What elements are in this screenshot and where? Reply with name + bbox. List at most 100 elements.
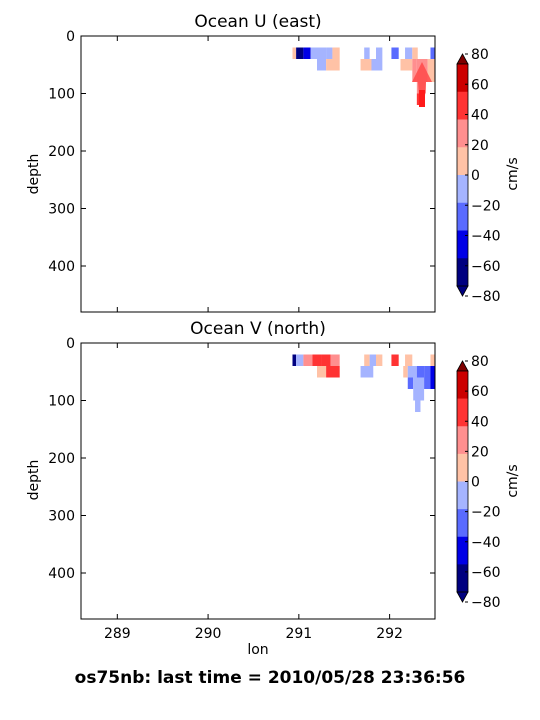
y-tick-label: 0 xyxy=(66,29,75,45)
x-tick-label: 292 xyxy=(376,626,403,642)
colorbar-tick-label: 0 xyxy=(471,475,480,491)
colorbar-swatch xyxy=(457,453,468,482)
colorbar-tick-label: 40 xyxy=(471,108,489,124)
heatmap-cell xyxy=(407,377,414,389)
heatmap-cell xyxy=(412,59,417,71)
heatmap-cell xyxy=(424,377,431,389)
colorbar-tick-label: 80 xyxy=(471,47,489,63)
y-axis-label: depth xyxy=(26,154,42,195)
heatmap-cells xyxy=(292,354,435,412)
y-tick-label: 100 xyxy=(48,87,75,103)
heatmap-cell xyxy=(317,59,327,71)
heatmap-cell xyxy=(391,47,399,59)
footer-timestamp: os75nb: last time = 2010/05/28 23:36:56 xyxy=(75,668,466,688)
heatmap-cell xyxy=(413,377,425,389)
colorbar-swatch xyxy=(457,91,468,120)
panel-ocean-u: Ocean U (east) depth 0 100 200 300 400 xyxy=(26,12,436,313)
y-tick-label: 400 xyxy=(48,566,75,582)
colorbar-swatches xyxy=(456,360,469,603)
panel-ocean-v: Ocean V (north) depth lon 0100200300400 … xyxy=(26,319,436,658)
colorbar-label: cm/s xyxy=(505,157,521,190)
y-tick-label: 300 xyxy=(48,202,75,218)
heatmap-cells xyxy=(292,47,435,105)
heatmap-cell xyxy=(310,47,317,59)
heatmap-cell xyxy=(403,366,408,378)
colorbar-swatch xyxy=(457,119,468,148)
panel-title: Ocean V (north) xyxy=(190,319,326,339)
heatmap-cell xyxy=(415,400,421,412)
colorbar-tick-label: −20 xyxy=(471,198,501,214)
colorbar-swatch xyxy=(457,564,468,593)
heatmap-cell xyxy=(303,47,311,59)
colorbar-tick-label: 60 xyxy=(471,384,489,400)
colorbar-ticks: 80 60 40 20 0 −20 −40 −60 −80 xyxy=(465,47,501,305)
heatmap-cell xyxy=(416,366,425,378)
y-tick-label: 100 xyxy=(48,394,75,410)
panel-title: Ocean U (east) xyxy=(194,12,321,32)
heatmap-cell xyxy=(427,70,435,82)
colorbar-swatch xyxy=(457,258,468,287)
colorbar-tick-label: 20 xyxy=(471,138,489,154)
heatmap-cell xyxy=(321,354,331,366)
colorbar-tick-label: 20 xyxy=(471,444,489,460)
colorbar-tick-label: −80 xyxy=(471,595,501,611)
colorbar-swatch xyxy=(457,509,468,538)
heatmap-cell xyxy=(364,354,370,366)
colorbar-swatch xyxy=(457,147,468,176)
colorbar-tick-label: −60 xyxy=(471,259,501,275)
current-arrow-icon xyxy=(412,62,432,107)
x-axis-ticks: 289 290 291 292 xyxy=(104,343,403,642)
heatmap-cell xyxy=(391,354,399,366)
heatmap-cell xyxy=(317,47,327,59)
plot-frame xyxy=(80,342,436,620)
heatmap-cell xyxy=(296,354,304,366)
colorbar-ticks: 80 60 40 20 0 −20 −40 −60 −80 xyxy=(465,354,501,611)
x-tick-label: 291 xyxy=(285,626,312,642)
y-tick-label: 0 xyxy=(66,336,75,352)
colorbar-tick-label: −20 xyxy=(471,505,501,521)
y-tick-label: 200 xyxy=(48,144,75,160)
colorbar-tick-label: 60 xyxy=(471,77,489,93)
plot-frame xyxy=(80,35,436,313)
y-tick-label: 300 xyxy=(48,509,75,525)
heatmap-cell xyxy=(412,70,417,82)
y-axis-ticks: 0 100 200 300 400 xyxy=(48,336,435,582)
heatmap-cell xyxy=(405,47,413,59)
colorbar-swatch xyxy=(457,175,468,204)
colorbar-swatch xyxy=(457,426,468,455)
colorbar-extend-max xyxy=(456,360,469,372)
heatmap-cell xyxy=(360,59,374,71)
heatmap-cell xyxy=(303,354,313,366)
heatmap-cell xyxy=(413,389,425,401)
colorbar-tick-label: 0 xyxy=(471,168,480,184)
heatmap-cell xyxy=(369,354,376,366)
y-tick-label: 200 xyxy=(48,451,75,467)
x-tick-label: 289 xyxy=(104,626,131,642)
heatmap-cell xyxy=(427,59,435,71)
colorbar-swatch xyxy=(457,371,468,399)
heatmap-cell xyxy=(360,366,374,378)
heatmap-cell xyxy=(312,354,322,366)
colorbar-swatch xyxy=(457,202,468,231)
colorbar-swatch xyxy=(457,398,468,427)
heatmap-cell xyxy=(330,354,340,366)
heatmap-cell xyxy=(296,47,304,59)
colorbar-tick-label: −80 xyxy=(471,289,501,305)
heatmap-cell xyxy=(332,47,340,59)
heatmap-cell xyxy=(292,47,297,59)
x-axis-ticks xyxy=(116,36,391,312)
y-tick-label: 400 xyxy=(48,259,75,275)
heatmap-cell xyxy=(430,47,435,59)
colorbar-tick-label: 40 xyxy=(471,414,489,430)
y-axis-ticks: 0 100 200 300 400 xyxy=(48,29,435,275)
heatmap-cell xyxy=(326,47,333,59)
heatmap-cell xyxy=(326,59,340,71)
colorbar-tick-label: 80 xyxy=(471,354,489,370)
heatmap-cell xyxy=(371,59,383,71)
colorbar-swatch xyxy=(457,481,468,510)
heatmap-cell xyxy=(430,377,435,389)
heatmap-cell xyxy=(424,366,431,378)
heatmap-cell xyxy=(400,59,413,71)
colorbar-extend-min xyxy=(456,591,469,603)
